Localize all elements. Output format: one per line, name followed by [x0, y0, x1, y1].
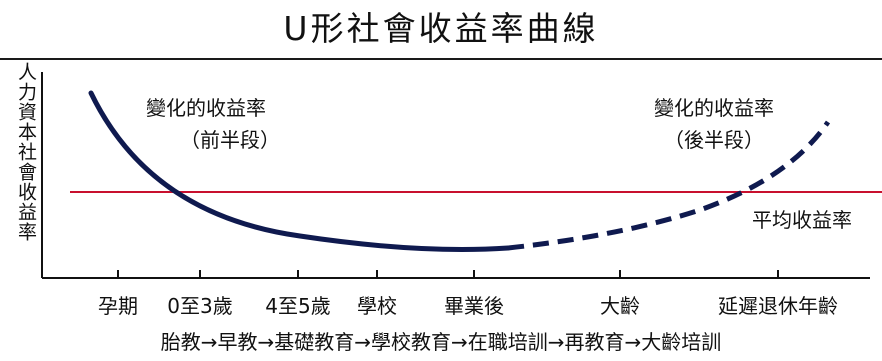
- y-axis-label: 人力資本社會收益率: [15, 62, 37, 242]
- left-curve-label-line1: 變化的收益率: [146, 96, 266, 120]
- right-curve-label-line2: （後半段）: [664, 128, 764, 152]
- left-curve-label-line2: （前半段）: [180, 128, 280, 152]
- x-tick-label: 4至5歲: [265, 294, 331, 318]
- education-stages-line: 胎教→早教→基礎教育→學校教育→在職培訓→再教育→大齡培訓: [160, 330, 722, 354]
- x-axis-ticks: [117, 270, 779, 278]
- diagram-title: U形社會收益率曲線: [283, 9, 599, 48]
- right-curve-label-line1: 變化的收益率: [654, 96, 774, 120]
- x-tick-label: 學校: [357, 294, 397, 318]
- average-line-label: 平均收益率: [752, 208, 852, 232]
- title-divider: [0, 58, 882, 60]
- x-tick-label: 畢業後: [444, 294, 504, 318]
- curve-first-half: [88, 90, 511, 252]
- x-tick-label: 0至3歲: [167, 294, 233, 318]
- x-tick-label: 延遲退休年齡: [718, 294, 838, 318]
- curve-second-half: [507, 120, 831, 251]
- x-tick-label: 孕期: [98, 294, 138, 318]
- x-tick-label: 大齡: [600, 294, 640, 318]
